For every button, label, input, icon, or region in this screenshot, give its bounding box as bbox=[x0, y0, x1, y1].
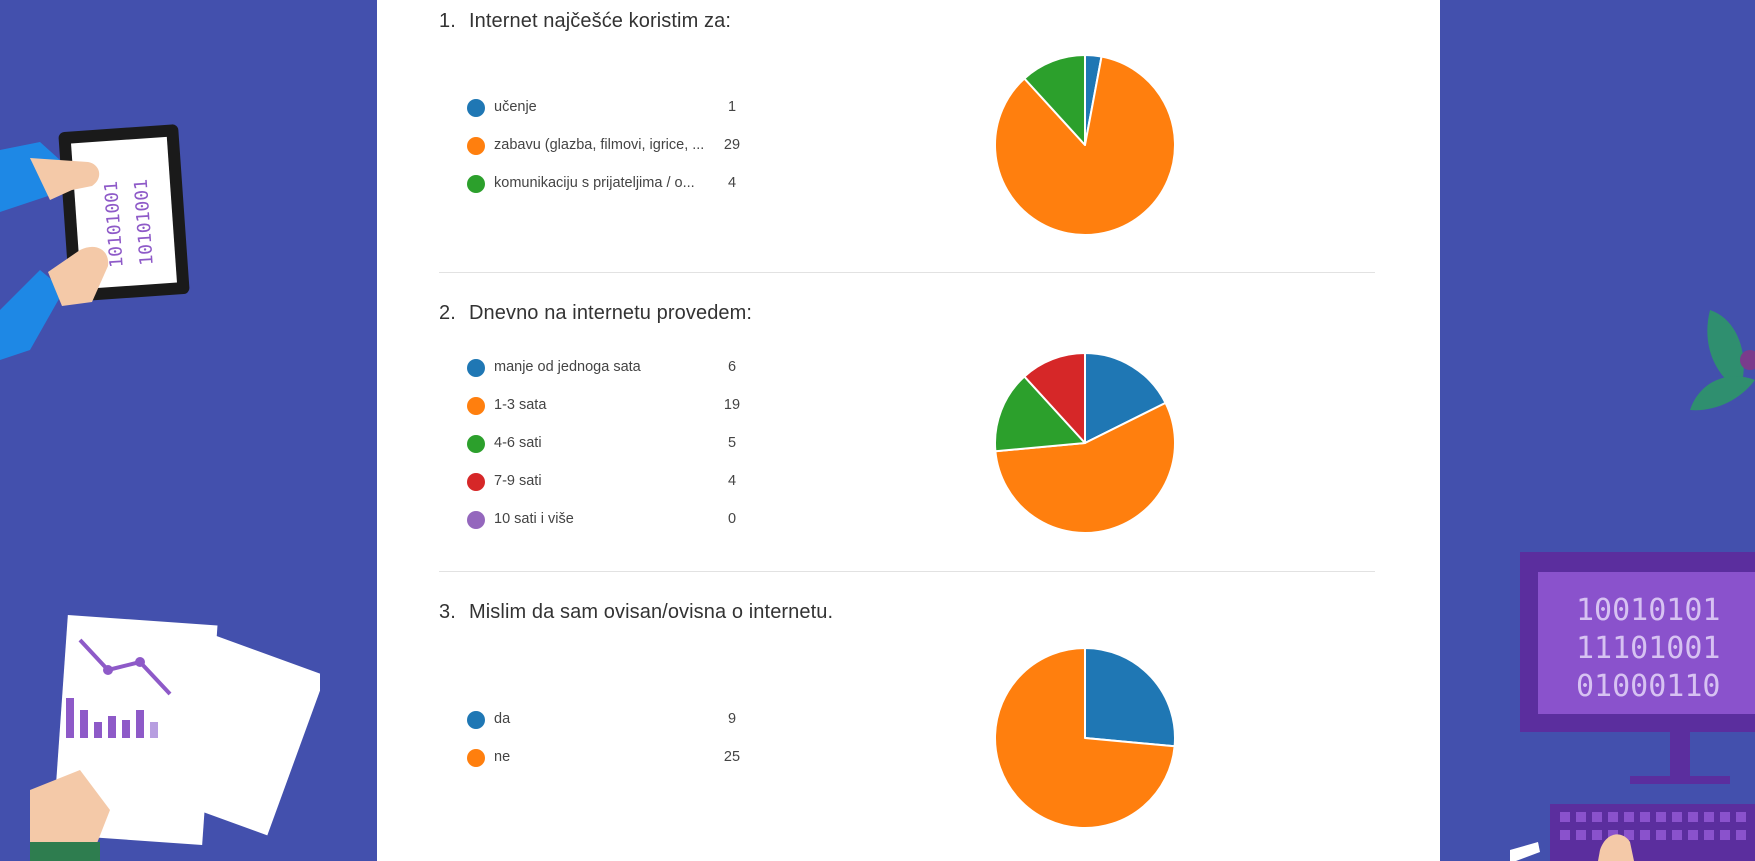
legend-item: 10 sati i više 0 bbox=[467, 510, 767, 530]
legend-label: da bbox=[494, 711, 511, 727]
monitor-binary-2: 11101001 bbox=[1576, 631, 1721, 666]
legend-label: komunikaciju s prijateljima / o... bbox=[494, 175, 695, 191]
pie-slice bbox=[1084, 647, 1176, 748]
legend-label: učenje bbox=[494, 99, 537, 115]
question-text: Dnevno na internetu provedem: bbox=[469, 302, 753, 324]
question-3: 3. Mislim da sam ovisan/ovisna o internet… bbox=[439, 601, 1375, 861]
pie-slice bbox=[994, 375, 1086, 453]
computer-monitor-illustration: 10010101 11101001 01000110 bbox=[1510, 552, 1755, 861]
plant-leaf-illustration bbox=[1690, 310, 1755, 411]
pie-chart bbox=[994, 352, 1176, 534]
tablet-illustration: 10101001 10101001 bbox=[0, 124, 190, 360]
legend-count: 6 bbox=[727, 359, 737, 375]
question-text: Mislim da sam ovisan/ovisna o internetu. bbox=[469, 601, 834, 623]
legend-label: 10 sati i više bbox=[494, 511, 574, 527]
legend-count: 19 bbox=[723, 397, 741, 413]
pie-slice bbox=[994, 647, 1176, 829]
legend-swatch bbox=[467, 99, 485, 117]
legend-label: 1-3 sata bbox=[494, 397, 547, 413]
section-divider bbox=[439, 272, 1375, 273]
legend-item: 1-3 sata 19 bbox=[467, 396, 767, 416]
legend-item: komunikaciju s prijateljima / o... 4 bbox=[467, 174, 767, 194]
question-2: 2. Dnevno na internetu provedem: manje od… bbox=[439, 302, 1375, 542]
legend-count: 4 bbox=[727, 473, 737, 489]
legend-count: 25 bbox=[723, 749, 741, 765]
legend-swatch bbox=[467, 359, 485, 377]
monitor-binary-1: 10010101 bbox=[1576, 593, 1721, 628]
legend-swatch bbox=[467, 397, 485, 415]
question-title: 2. Dnevno na internetu provedem: bbox=[439, 302, 752, 325]
legend-item: manje od jednoga sata 6 bbox=[467, 358, 767, 378]
pie-slice bbox=[1023, 54, 1086, 146]
question-number: 1. bbox=[439, 10, 456, 32]
legend-swatch bbox=[467, 137, 485, 155]
question-number: 3. bbox=[439, 601, 456, 623]
legend-item: zabavu (glazba, filmovi, igrice, ... 29 bbox=[467, 136, 767, 156]
question-title: 1. Internet najčešće koristim za: bbox=[439, 10, 731, 33]
legend-count: 0 bbox=[727, 511, 737, 527]
legend-swatch bbox=[467, 749, 485, 767]
legend-swatch bbox=[467, 711, 485, 729]
section-divider bbox=[439, 571, 1375, 572]
report-papers-illustration bbox=[30, 615, 320, 861]
monitor-binary-3: 01000110 bbox=[1576, 669, 1721, 704]
pie-slice bbox=[1084, 352, 1167, 444]
legend-item: 4-6 sati 5 bbox=[467, 434, 767, 454]
legend-label: ne bbox=[494, 749, 511, 765]
pie-slice bbox=[1023, 352, 1086, 444]
legend-label: zabavu (glazba, filmovi, igrice, ... bbox=[494, 137, 704, 153]
legend-label: manje od jednoga sata bbox=[494, 359, 641, 375]
question-text: Internet najčešće koristim za: bbox=[469, 10, 731, 32]
legend-count: 9 bbox=[727, 711, 737, 727]
legend-item: ne 25 bbox=[467, 748, 767, 768]
question-number: 2. bbox=[439, 302, 456, 324]
legend-item: učenje 1 bbox=[467, 98, 767, 118]
question-1: 1. Internet najčešće koristim za: učenje … bbox=[439, 10, 1375, 240]
legend-count: 1 bbox=[727, 99, 737, 115]
legend-label: 7-9 sati bbox=[494, 473, 542, 489]
legend-count: 29 bbox=[723, 137, 741, 153]
legend-item: da 9 bbox=[467, 710, 767, 730]
question-title: 3. Mislim da sam ovisan/ovisna o internet… bbox=[439, 601, 833, 624]
pie-chart bbox=[994, 54, 1176, 236]
pie-chart bbox=[994, 647, 1176, 829]
legend-swatch bbox=[467, 175, 485, 193]
legend-swatch bbox=[467, 435, 485, 453]
legend-swatch bbox=[467, 473, 485, 491]
pie-slice bbox=[994, 401, 1176, 534]
legend-item: 7-9 sati 4 bbox=[467, 472, 767, 492]
legend-swatch bbox=[467, 511, 485, 529]
legend-count: 4 bbox=[727, 175, 737, 191]
legend-label: 4-6 sati bbox=[494, 435, 542, 451]
results-panel: 1. Internet najčešće koristim za: učenje … bbox=[377, 0, 1440, 861]
legend-count: 5 bbox=[727, 435, 737, 451]
